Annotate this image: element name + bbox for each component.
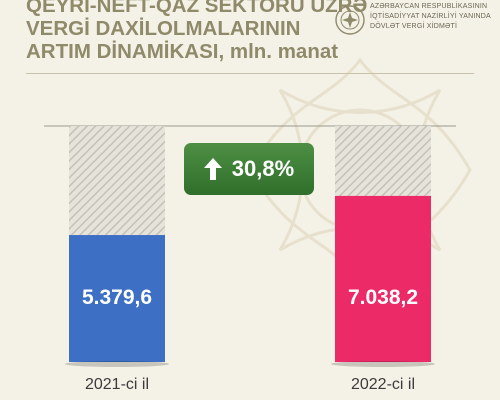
chart-title: QEYRİ-NEFT-QAZ SEKTORU ÜZRƏ VERGİ DAXİLO… xyxy=(26,0,367,63)
bar-value-label-2022: 7.038,2 xyxy=(347,286,419,309)
org-line-3: DÖVLƏT VERGİ XİDMƏTİ xyxy=(370,23,458,30)
x-axis-label-2022: 2022-ci il xyxy=(350,376,416,393)
bar-1 xyxy=(335,195,431,362)
arrow-up-icon xyxy=(203,158,222,180)
bar-shadow-0 xyxy=(65,361,169,367)
bar-shadow-1 xyxy=(331,361,435,367)
title-line-1: QEYRİ-NEFT-QAZ SEKTORU ÜZRƏ xyxy=(26,0,368,17)
bar-value-label-2021: 5.379,6 xyxy=(81,286,153,309)
title-unit: mln. manat xyxy=(229,40,339,63)
state-emblem-icon xyxy=(335,5,365,35)
title-line-3: ARTIM DİNAMİKASI, mln. manat xyxy=(26,40,367,63)
growth-percentage: 30,8% xyxy=(231,156,295,181)
bar-remainder-1 xyxy=(335,126,431,196)
growth-badge: 30,8% xyxy=(184,143,314,195)
title-line-3-text: ARTIM DİNAMİKASI, xyxy=(26,40,225,63)
organization-name: AZƏRBAYCAN RESPUBLİKASININ İQTİSADİYYAT … xyxy=(370,2,491,32)
org-line-2: İQTİSADİYYAT NAZİRLİYİ YANINDA xyxy=(370,13,491,20)
org-line-1: AZƏRBAYCAN RESPUBLİKASININ xyxy=(370,3,488,10)
bar-0 xyxy=(69,235,165,362)
title-line-2: VERGİ DAXİLOLMALARININ xyxy=(26,17,301,40)
x-axis-label-2021: 2021-ci il xyxy=(84,376,150,393)
header-divider xyxy=(26,73,474,74)
bar-remainder-0 xyxy=(69,126,165,236)
